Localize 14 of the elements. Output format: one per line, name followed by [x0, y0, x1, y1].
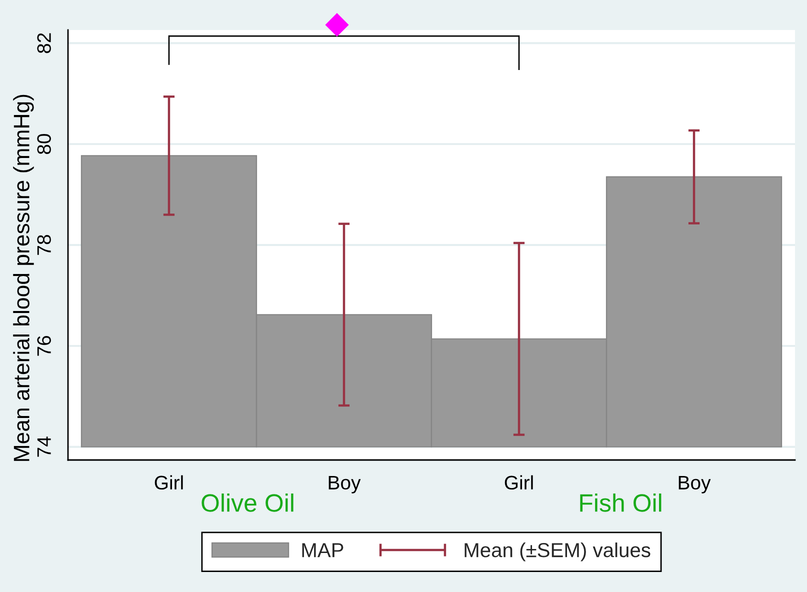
y-axis-title: Mean arterial blood pressure (mmHg) [13, 94, 34, 461]
x-tick-label: Boy [328, 476, 361, 494]
y-tick-label: 80 [37, 134, 51, 154]
text: Fish Oil [580, 494, 662, 512]
text: Olive Oil [202, 494, 294, 512]
y-tick-label: 76 [37, 336, 51, 356]
legend-label: MAP [302, 543, 344, 558]
y-tick-label: 74 [37, 436, 51, 457]
x-tick-label: Girl [504, 475, 533, 490]
x-tick-label: Girl [154, 475, 183, 490]
x-tick-label: Boy [678, 476, 711, 494]
y-tick-label: 82 [37, 33, 51, 54]
text: Mean (±SEM) values [464, 542, 650, 562]
y-tick-label: 78 [37, 235, 51, 255]
